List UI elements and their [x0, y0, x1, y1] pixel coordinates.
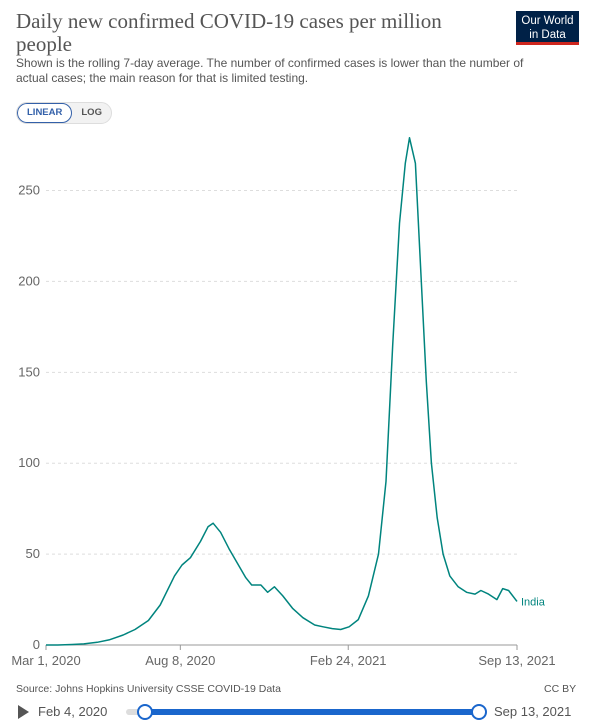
owid-logo[interactable]: Our World in Data: [516, 11, 579, 45]
timeline-start-handle[interactable]: [137, 704, 153, 720]
logo-line-2: in Data: [529, 29, 566, 41]
log-button[interactable]: LOG: [81, 107, 102, 118]
scale-toggle: LINEAR LOG: [16, 102, 112, 124]
x-tick-label: Feb 24, 2021: [310, 653, 387, 668]
logo-line-1: Our World: [521, 15, 574, 27]
line-chart: 0 50 100 150 200 250 Mar 1, 2020 Aug 8, 2020 Feb…: [11, 137, 556, 668]
timeline-end-handle[interactable]: [471, 704, 487, 720]
y-tick-label: 0: [33, 637, 40, 652]
x-tick-label: Sep 13, 2021: [478, 653, 555, 668]
y-tick-label: 200: [18, 273, 40, 288]
y-tick-label: 100: [18, 455, 40, 470]
timeline-end-date: Sep 13, 2021: [494, 704, 572, 719]
chart-subtitle: Shown is the rolling 7-day average. The …: [16, 56, 524, 85]
y-tick-label: 250: [18, 183, 40, 198]
y-tick-label: 50: [26, 546, 40, 561]
timeline-slider: Feb 4, 2020 Sep 13, 2021: [0, 700, 592, 724]
source-note[interactable]: Source: Johns Hopkins University CSSE CO…: [16, 683, 281, 695]
timeline-start-date: Feb 4, 2020: [38, 704, 108, 719]
x-tick-label: Mar 1, 2020: [11, 653, 80, 668]
chart-title: Daily new confirmed COVID-19 cases per m…: [16, 9, 442, 56]
series-line-india: [46, 137, 518, 646]
linear-button[interactable]: LINEAR: [17, 103, 73, 123]
timeline-range: [144, 709, 480, 715]
series-label: India: [521, 596, 546, 608]
x-tick-label: Aug 8, 2020: [145, 653, 215, 668]
play-icon[interactable]: [18, 705, 29, 719]
license-label[interactable]: CC BY: [544, 683, 577, 695]
y-tick-label: 150: [18, 364, 40, 379]
